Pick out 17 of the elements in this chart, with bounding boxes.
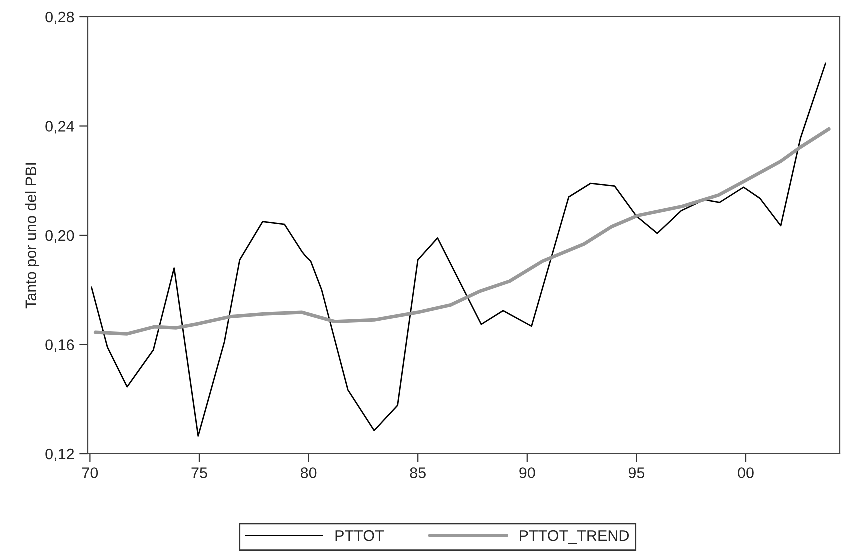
x-tick-label: 00: [738, 468, 754, 478]
y-tick-label: 0,12: [46, 448, 74, 462]
line-series: [94, 128, 831, 336]
line-series: [91, 62, 826, 437]
x-tick-label: 80: [300, 468, 317, 478]
y-axis-title: Tanto por uno del PBI: [25, 163, 40, 309]
x-tick-label: 85: [410, 468, 426, 478]
legend-label: PTTOT_TREND: [520, 530, 629, 544]
y-tick-label: 0,24: [46, 121, 74, 134]
x-tick-label: 95: [628, 468, 645, 478]
y-tick-label: 0,16: [46, 340, 74, 352]
x-tick-label: 90: [520, 468, 536, 478]
legend-label: PTTOT: [336, 530, 384, 542]
x-tick-label: 75: [192, 468, 208, 478]
y-tick-label: 0,20: [46, 230, 74, 243]
x-tick-label: 70: [82, 468, 98, 478]
y-tick-label: 0,28: [46, 12, 74, 24]
